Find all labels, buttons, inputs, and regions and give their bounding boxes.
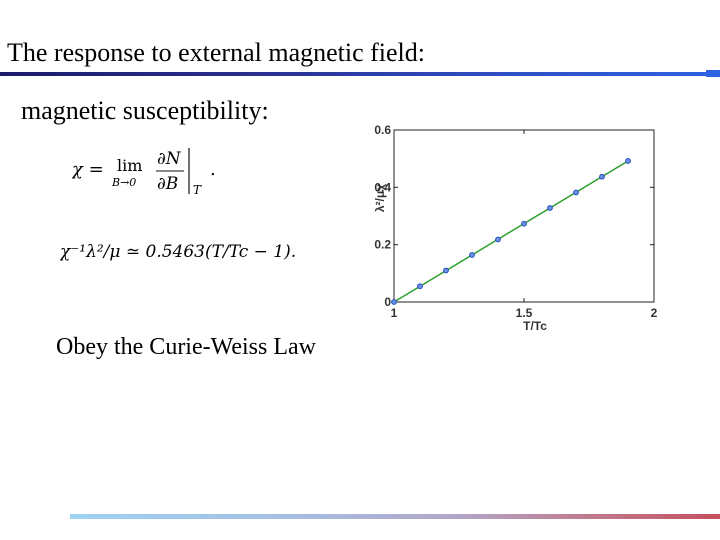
y-tick-label: 0.4 [374, 180, 391, 194]
data-point [469, 252, 475, 258]
x-tick-label: 1.5 [516, 306, 533, 320]
susceptibility-definition-equation: χ = lim B→0 ∂N ∂B T . [72, 148, 216, 197]
plot-frame [393, 129, 655, 303]
eq1-denominator: ∂B [157, 174, 178, 194]
curie-weiss-fit-equation: χ⁻¹λ²/μ ≃ 0.5463(T/Tc − 1). [60, 242, 296, 262]
y-tick-label: 0.2 [374, 238, 391, 252]
x-axis-label: T/Tc [523, 319, 547, 333]
data-point [391, 299, 397, 305]
eq1-period: . [210, 159, 216, 180]
data-point [521, 220, 527, 227]
y-tick-label: 0 [384, 295, 391, 309]
x-tick-label: 2 [651, 306, 658, 320]
eq1-lim-sub: B→0 [111, 176, 136, 189]
y-axis-label: λ²/μχ [373, 184, 387, 212]
title-underline [0, 72, 720, 76]
conclusion-text: Obey the Curie-Weiss Law [56, 334, 316, 360]
slide-title: The response to external magnetic field: [7, 38, 426, 67]
data-point [599, 173, 605, 180]
data-point [625, 158, 631, 164]
eq1-lim: lim [117, 156, 142, 175]
data-point [573, 189, 579, 196]
data-point [547, 205, 553, 211]
eq1-numerator: ∂N [157, 149, 182, 169]
fit-line [393, 160, 629, 303]
data-point [417, 283, 423, 290]
eq2-text: χ⁻¹λ²/μ ≃ 0.5463(T/Tc − 1). [60, 242, 296, 262]
section-heading: magnetic susceptibility: [21, 96, 269, 125]
data-point [443, 267, 449, 274]
data-point [495, 236, 501, 243]
title-underline-tip [706, 70, 720, 77]
y-tick-label: 0.6 [374, 123, 391, 137]
susceptibility-chart: 1 1.5 2 0 0.2 0.4 0.6 T/Tc λ²/μχ [373, 123, 658, 333]
eq1-lhs: χ = [72, 159, 104, 180]
eq1-eval-sub: T [193, 183, 202, 197]
footer-rule [70, 514, 720, 519]
x-tick-label: 1 [391, 306, 398, 320]
